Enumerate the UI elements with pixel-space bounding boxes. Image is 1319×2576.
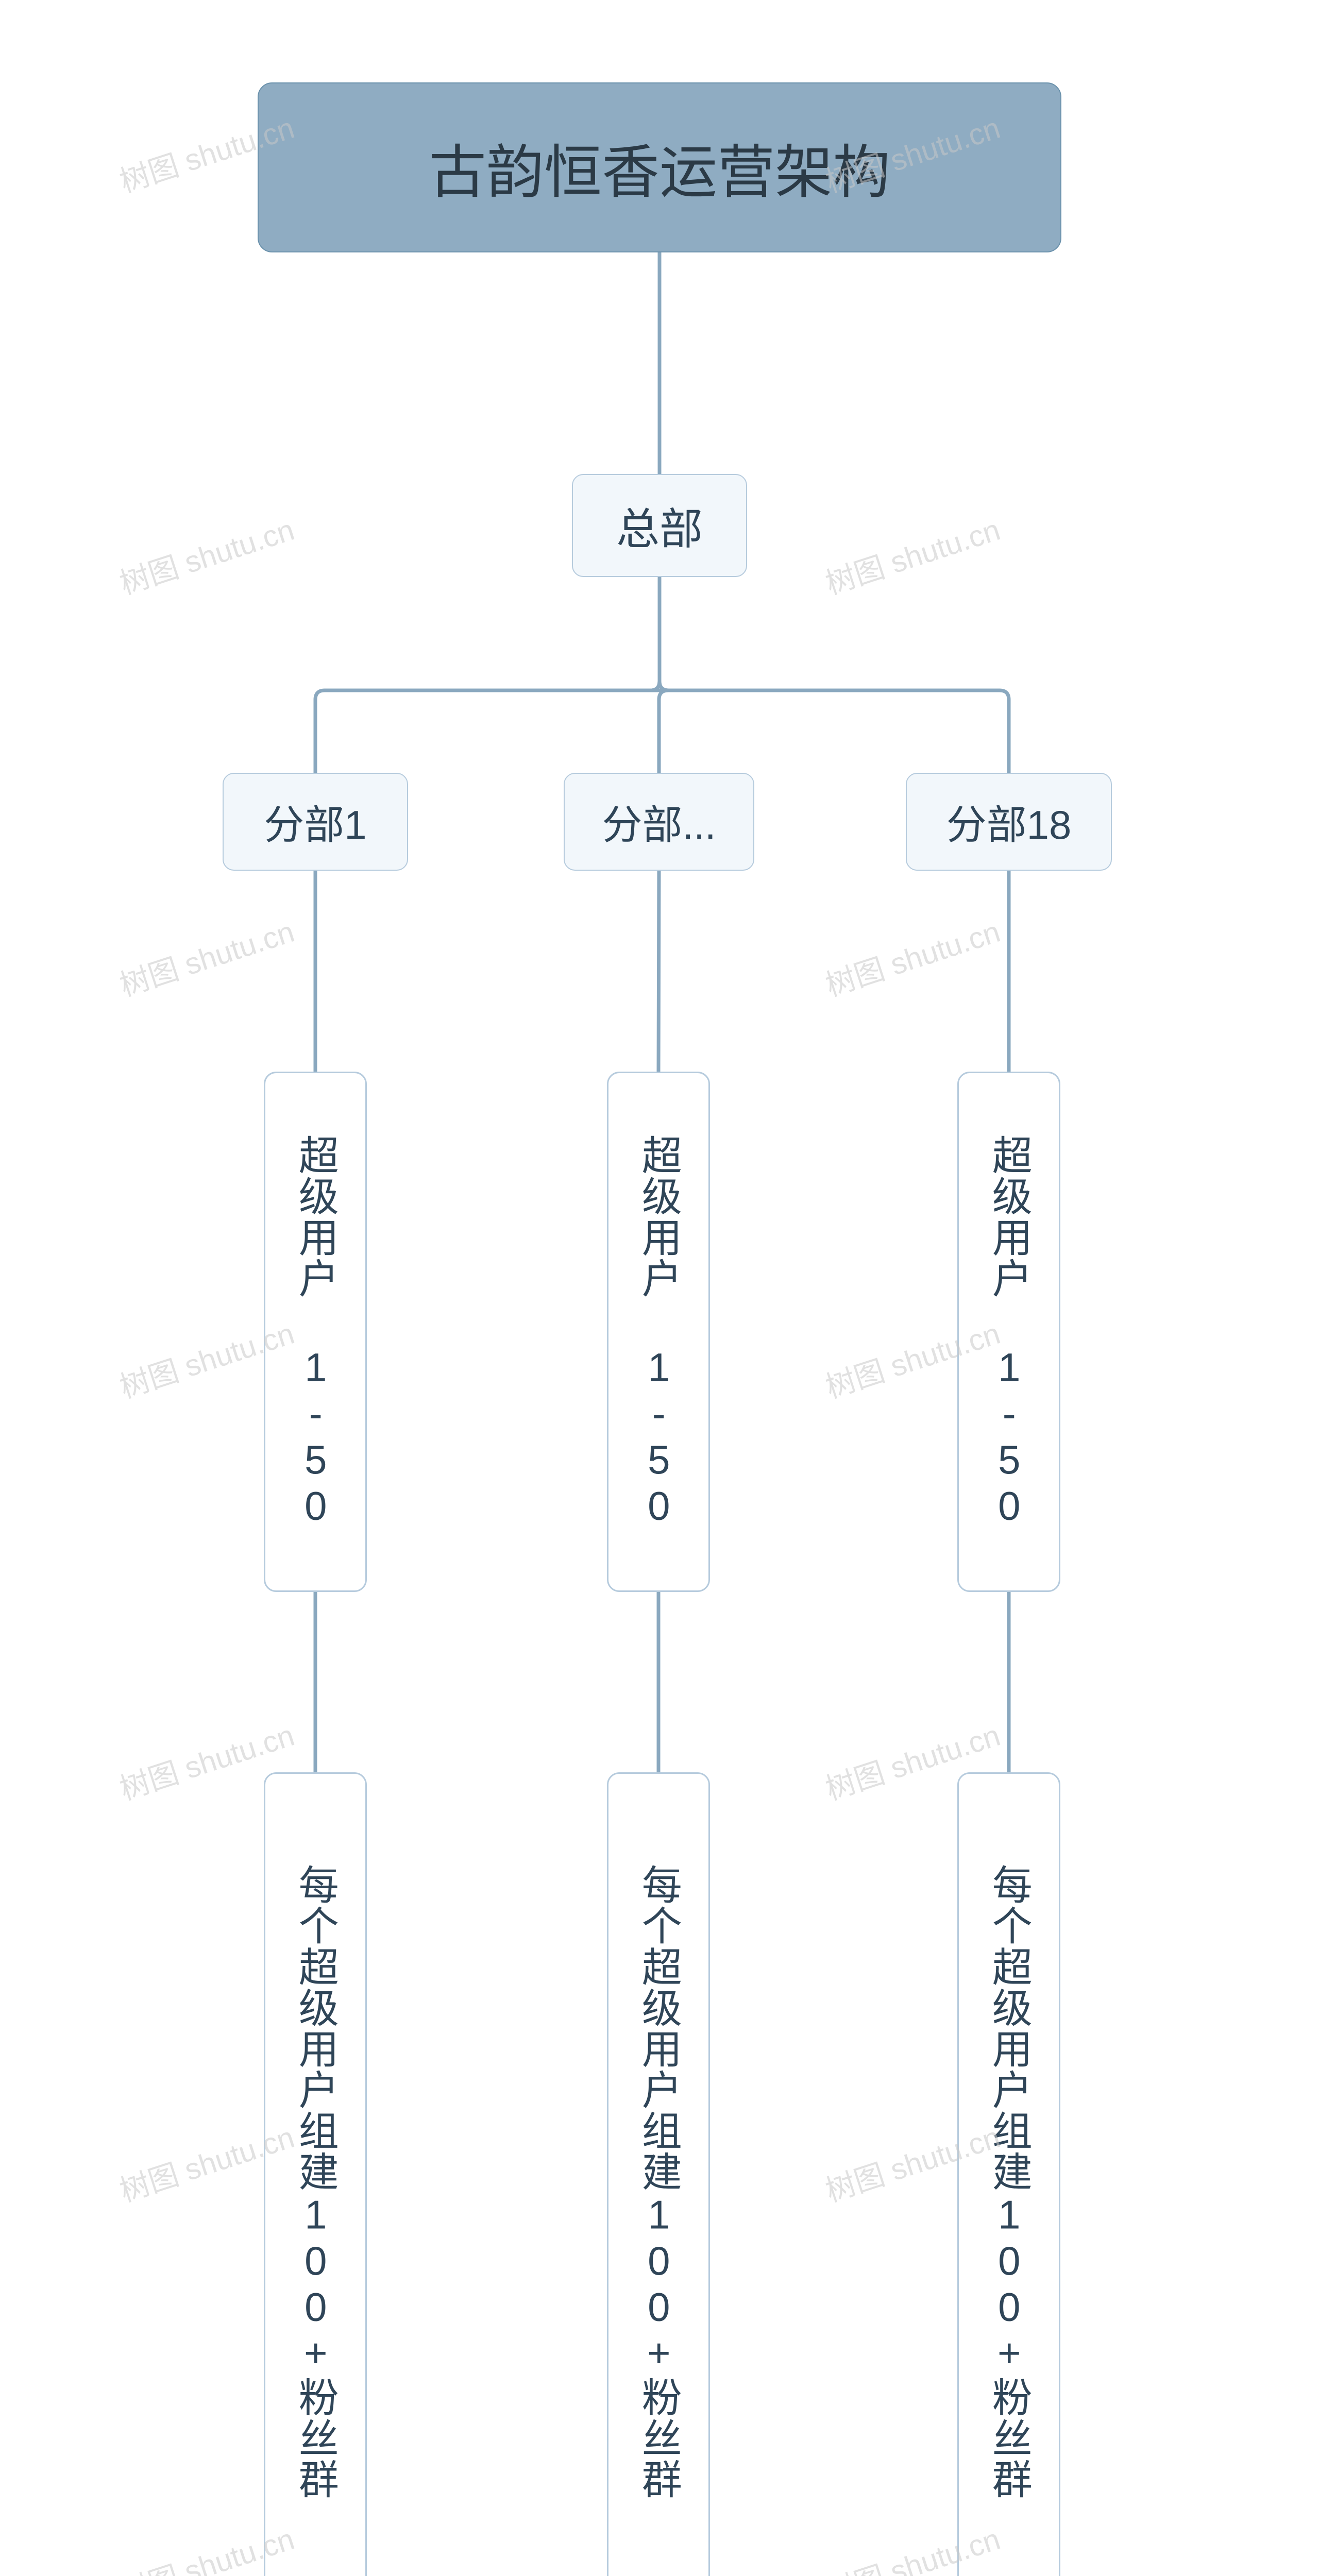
fangroup-label: 每个超级用户组建100+粉丝群 [291, 1864, 340, 2499]
fangroup-label: 每个超级用户组建100+粉丝群 [985, 1864, 1033, 2499]
watermark: 树图 shutu.cn [819, 505, 1005, 602]
diagram-canvas: 古韵恒香运营架构 总部 分部1 分部... 分部18 超级用户 1-50 超级用… [0, 0, 1319, 2576]
superuser-label: 超级用户 1-50 [291, 1134, 340, 1529]
root-label: 古韵恒香运营架构 [429, 126, 890, 209]
branch-node-1: 分部1 [223, 773, 408, 871]
branch-node-3: 分部18 [906, 773, 1112, 871]
branch-label: 分部18 [946, 793, 1072, 851]
watermark: 树图 shutu.cn [113, 907, 299, 1004]
superuser-label: 超级用户 1-50 [634, 1134, 683, 1529]
fangroup-node-3: 每个超级用户组建100+粉丝群 [957, 1772, 1060, 2576]
fangroup-label: 每个超级用户组建100+粉丝群 [634, 1864, 683, 2499]
watermark: 树图 shutu.cn [819, 907, 1005, 1004]
superuser-node-1: 超级用户 1-50 [264, 1072, 367, 1592]
root-node: 古韵恒香运营架构 [258, 82, 1061, 252]
superuser-node-3: 超级用户 1-50 [957, 1072, 1060, 1592]
watermark: 树图 shutu.cn [113, 505, 299, 602]
hq-node: 总部 [572, 474, 747, 577]
branch-node-2: 分部... [564, 773, 754, 871]
superuser-label: 超级用户 1-50 [985, 1134, 1033, 1529]
branch-label: 分部1 [264, 793, 366, 851]
superuser-node-2: 超级用户 1-50 [607, 1072, 710, 1592]
branch-label: 分部... [602, 793, 716, 851]
hq-label: 总部 [616, 495, 703, 557]
fangroup-node-2: 每个超级用户组建100+粉丝群 [607, 1772, 710, 2576]
fangroup-node-1: 每个超级用户组建100+粉丝群 [264, 1772, 367, 2576]
